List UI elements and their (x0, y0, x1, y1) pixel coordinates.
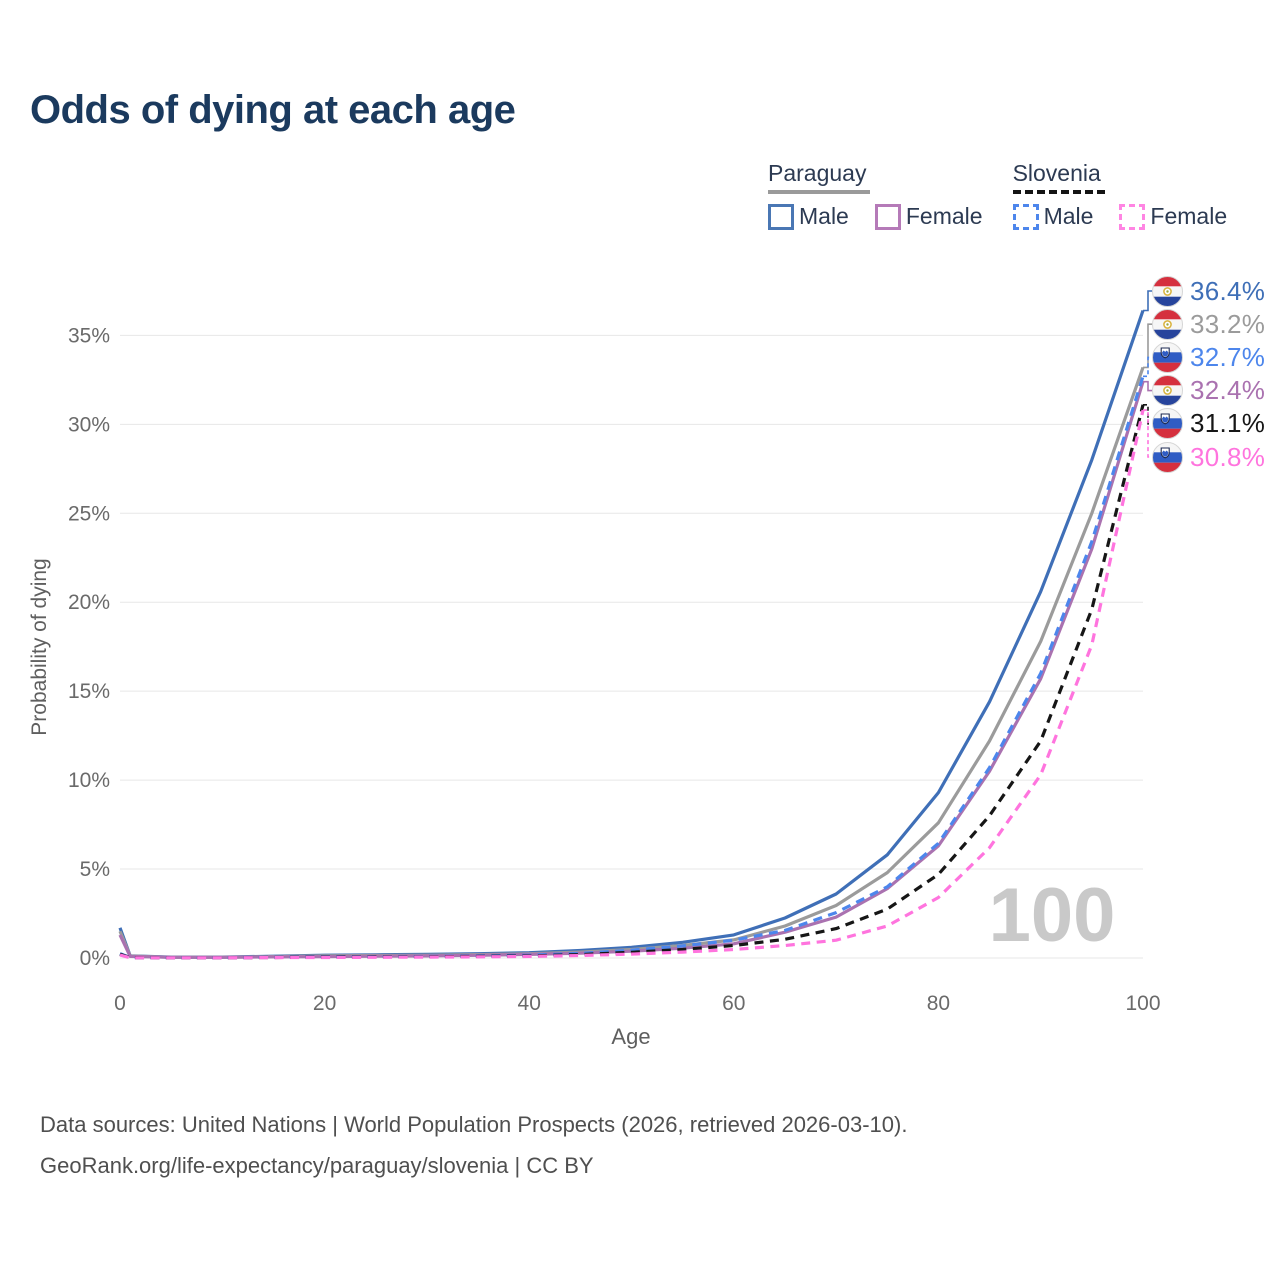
x-tick-label: 20 (313, 992, 336, 1015)
legend-country-label-paraguay: Paraguay (768, 160, 871, 194)
y-axis-title: Probability of dying (28, 558, 51, 735)
legend-item-paraguay-female[interactable]: Female (874, 203, 983, 230)
chart-legend: Paraguay Male Female Slovenia Male Female (768, 160, 1227, 230)
x-axis-title: Age (611, 1024, 650, 1049)
series-line-slovenia-female (119, 409, 1145, 960)
footer-data-sources: Data sources: United Nations | World Pop… (40, 1112, 908, 1137)
x-tick-label: 80 (927, 992, 950, 1015)
footer: Data sources: United Nations | World Pop… (40, 1104, 907, 1186)
legend-country-label-slovenia: Slovenia (1012, 160, 1105, 194)
legend-item-slovenia-female[interactable]: Female (1119, 203, 1227, 230)
y-tick-label: 25% (68, 502, 110, 525)
x-tick-label: 40 (518, 992, 541, 1015)
x-tick-label: 0 (114, 992, 126, 1015)
y-tick-label: 15% (68, 680, 110, 703)
series-lines (118, 309, 1145, 960)
legend-swatch (1012, 203, 1039, 230)
legend-group-slovenia: Slovenia Male Female (1012, 160, 1227, 230)
y-tick-label: 0% (80, 947, 110, 970)
series-line-paraguay-male (118, 309, 1145, 959)
end-label-connector (1143, 323, 1152, 369)
end-label-connector (1143, 356, 1152, 378)
legend-swatch (1119, 203, 1146, 230)
age-counter-watermark: 100 (989, 873, 1116, 958)
x-tick-label: 100 (1125, 992, 1160, 1015)
end-label-connector (1143, 290, 1152, 312)
legend-item-label: Female (1150, 203, 1228, 229)
legend-item-label: Female (905, 203, 983, 229)
y-tick-label: 20% (68, 591, 110, 614)
legend-item-paraguay-male[interactable]: Male (768, 203, 849, 230)
series-line-paraguay-female (118, 381, 1145, 959)
end-label-connector (1143, 409, 1152, 458)
y-tick-label: 10% (68, 769, 110, 792)
page-title: Odds of dying at each age (30, 88, 516, 132)
gridlines (120, 334, 1143, 959)
legend-item-slovenia-male[interactable]: Male (1012, 203, 1094, 230)
label-connectors (1143, 290, 1152, 458)
y-tick-label: 30% (68, 413, 110, 436)
legend-item-label: Male (1043, 203, 1094, 229)
x-tick-label: 60 (722, 992, 745, 1015)
end-label-connector (1143, 380, 1152, 392)
y-tick-label: 35% (68, 324, 110, 347)
legend-group-paraguay: Paraguay Male Female (768, 160, 983, 230)
legend-item-label: Male (799, 203, 849, 229)
footer-attribution-link: GeoRank.org/life-expectancy/paraguay/slo… (40, 1153, 594, 1178)
series-line-slovenia-male (119, 375, 1145, 960)
legend-swatch (874, 203, 901, 230)
y-tick-label: 5% (80, 858, 110, 881)
axis-tick-labels: 0% 5% 10% 15% 20% 25% 30% 35% 0 20 40 60 80 100 (68, 324, 1161, 1015)
legend-swatch (768, 203, 794, 230)
